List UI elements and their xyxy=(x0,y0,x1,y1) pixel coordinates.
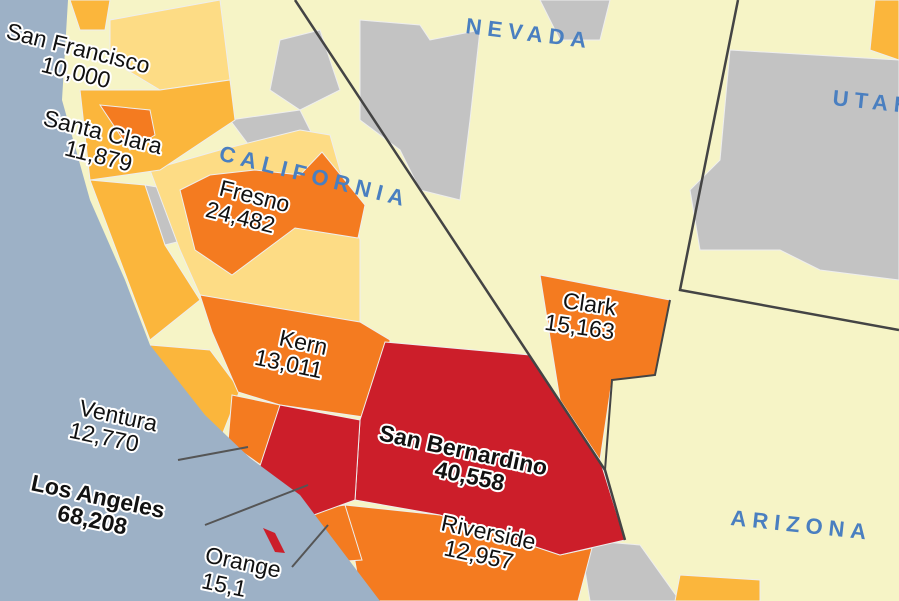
no-data-region-north xyxy=(269,29,341,111)
pacific-ocean xyxy=(0,0,380,601)
leader-los-angeles xyxy=(204,484,309,526)
county-kern xyxy=(199,294,391,421)
nv-az-border xyxy=(604,299,671,471)
county-fresno xyxy=(179,151,366,276)
county-light-orange-ne xyxy=(869,0,899,61)
no-data-region-south xyxy=(579,539,681,601)
leader-ventura xyxy=(177,446,249,461)
no-data-region-utah-top xyxy=(539,0,611,41)
nv-ut-border xyxy=(678,0,899,332)
label-clark: Clark 15,163 xyxy=(541,285,620,346)
county-light-orange-north xyxy=(69,0,111,31)
county-light-orange-se xyxy=(674,574,761,601)
no-data-region-nevada xyxy=(359,19,481,201)
county-santa-clara xyxy=(98,104,156,151)
island-catalina-red xyxy=(263,528,285,553)
leader-orange xyxy=(291,524,329,568)
county-light-orange-coast xyxy=(89,179,201,341)
no-data-region-utah xyxy=(689,49,899,281)
